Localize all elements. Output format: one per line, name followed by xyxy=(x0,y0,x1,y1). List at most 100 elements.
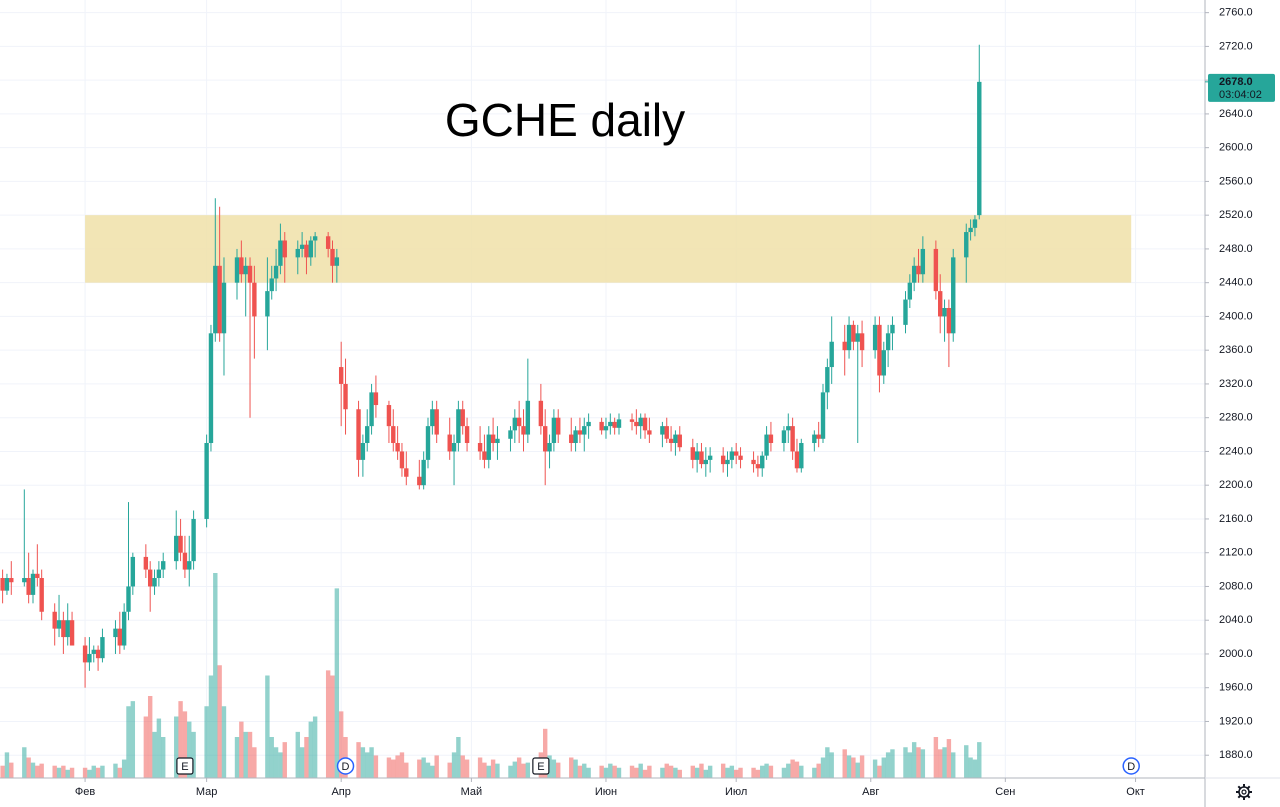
candle-body xyxy=(391,426,396,444)
y-tick-label: 2120.0 xyxy=(1219,547,1253,559)
volume-bar xyxy=(365,752,370,778)
candle-body xyxy=(304,244,309,258)
candle-body xyxy=(933,248,939,292)
volume-bar xyxy=(299,747,305,778)
volume-bar xyxy=(308,721,313,778)
candle-body xyxy=(243,265,248,275)
volume-bar xyxy=(234,737,240,778)
volume-bar xyxy=(239,721,244,778)
volume-bar xyxy=(642,769,648,778)
candle-body xyxy=(191,518,196,562)
volume-bar xyxy=(113,763,118,778)
y-tick-label: 2320.0 xyxy=(1219,378,1253,390)
volume-bar xyxy=(786,763,791,778)
candle-body xyxy=(790,426,795,452)
volume-bar xyxy=(673,767,678,778)
volume-bar xyxy=(647,765,652,778)
volume-bar xyxy=(174,716,179,778)
volume-bar xyxy=(820,757,826,778)
volume-bar xyxy=(933,737,939,778)
candle-body xyxy=(673,434,678,444)
volume-bar xyxy=(846,755,852,778)
volume-bar xyxy=(334,588,340,778)
candle-body xyxy=(885,333,891,351)
volume-bar xyxy=(338,711,344,778)
volume-bar xyxy=(699,763,704,778)
volume-bar xyxy=(829,752,834,778)
candle-body xyxy=(482,451,487,460)
candle-body xyxy=(373,392,379,406)
x-tick-label: Фев xyxy=(75,786,95,798)
volume-bar xyxy=(386,757,392,778)
candle-body xyxy=(521,426,526,435)
volume-bar xyxy=(738,767,743,778)
candle-body xyxy=(52,611,57,629)
candle-body xyxy=(356,409,361,460)
candle-body xyxy=(942,307,947,317)
volume-bar xyxy=(152,731,157,778)
x-tick-label: Июл xyxy=(725,786,747,798)
event-label: D xyxy=(342,761,350,773)
volume-bar xyxy=(52,765,57,778)
candle-body xyxy=(551,417,557,444)
volume-bar xyxy=(295,731,300,778)
candle-body xyxy=(365,426,370,444)
candle-body xyxy=(178,535,183,553)
volume-bar xyxy=(812,767,817,778)
volume-bar xyxy=(126,706,131,778)
volume-bar xyxy=(273,747,279,778)
candle-body xyxy=(269,278,274,292)
x-tick-label: Мар xyxy=(196,786,218,798)
candle-body xyxy=(143,556,149,570)
volume-bar xyxy=(755,769,761,778)
volume-bar xyxy=(9,762,14,778)
volume-bar xyxy=(977,742,982,778)
candle-body xyxy=(786,426,791,431)
candle-body xyxy=(213,265,218,334)
candle-body xyxy=(512,417,518,431)
volume-bar xyxy=(217,665,222,778)
candle-body xyxy=(330,248,335,266)
candle-body xyxy=(100,637,105,659)
volume-bar xyxy=(968,757,973,778)
volume-bar xyxy=(842,749,847,778)
volume-bar xyxy=(768,765,774,778)
candle-body xyxy=(612,421,617,428)
volume-bar xyxy=(725,767,730,778)
volume-bar xyxy=(799,765,804,778)
candle-body xyxy=(799,443,804,469)
candle-body xyxy=(660,426,665,435)
settings-icon[interactable] xyxy=(1236,784,1252,800)
volume-bar xyxy=(451,752,457,778)
candle-body xyxy=(725,459,730,465)
candle-body xyxy=(547,443,552,452)
volume-bar xyxy=(872,759,878,778)
volume-bar xyxy=(4,752,10,778)
candle-body xyxy=(616,419,622,428)
candle-body xyxy=(4,578,10,591)
volume-bar xyxy=(890,749,895,778)
chart-title: GCHE daily xyxy=(445,94,685,146)
volume-bar xyxy=(417,759,422,778)
candle-body xyxy=(308,240,313,258)
volume-bar xyxy=(551,759,557,778)
candle-body xyxy=(812,434,817,444)
candle-body xyxy=(360,443,366,460)
y-tick-label: 2280.0 xyxy=(1219,412,1253,424)
y-tick-label: 2000.0 xyxy=(1219,648,1253,660)
y-tick-label: 1960.0 xyxy=(1219,682,1253,694)
volume-bar xyxy=(634,767,639,778)
x-tick-label: Сен xyxy=(995,786,1015,798)
volume-bar xyxy=(61,765,66,778)
volume-bar xyxy=(547,755,552,778)
candle-body xyxy=(964,232,969,258)
candle-body xyxy=(495,438,500,444)
candle-body xyxy=(877,324,882,376)
last-price-tag xyxy=(1208,73,1275,102)
volume-bar xyxy=(117,767,123,778)
candle-body xyxy=(87,653,92,663)
y-tick-label: 2040.0 xyxy=(1219,614,1253,626)
volume-bar xyxy=(703,769,709,778)
volume-bar xyxy=(521,763,526,778)
